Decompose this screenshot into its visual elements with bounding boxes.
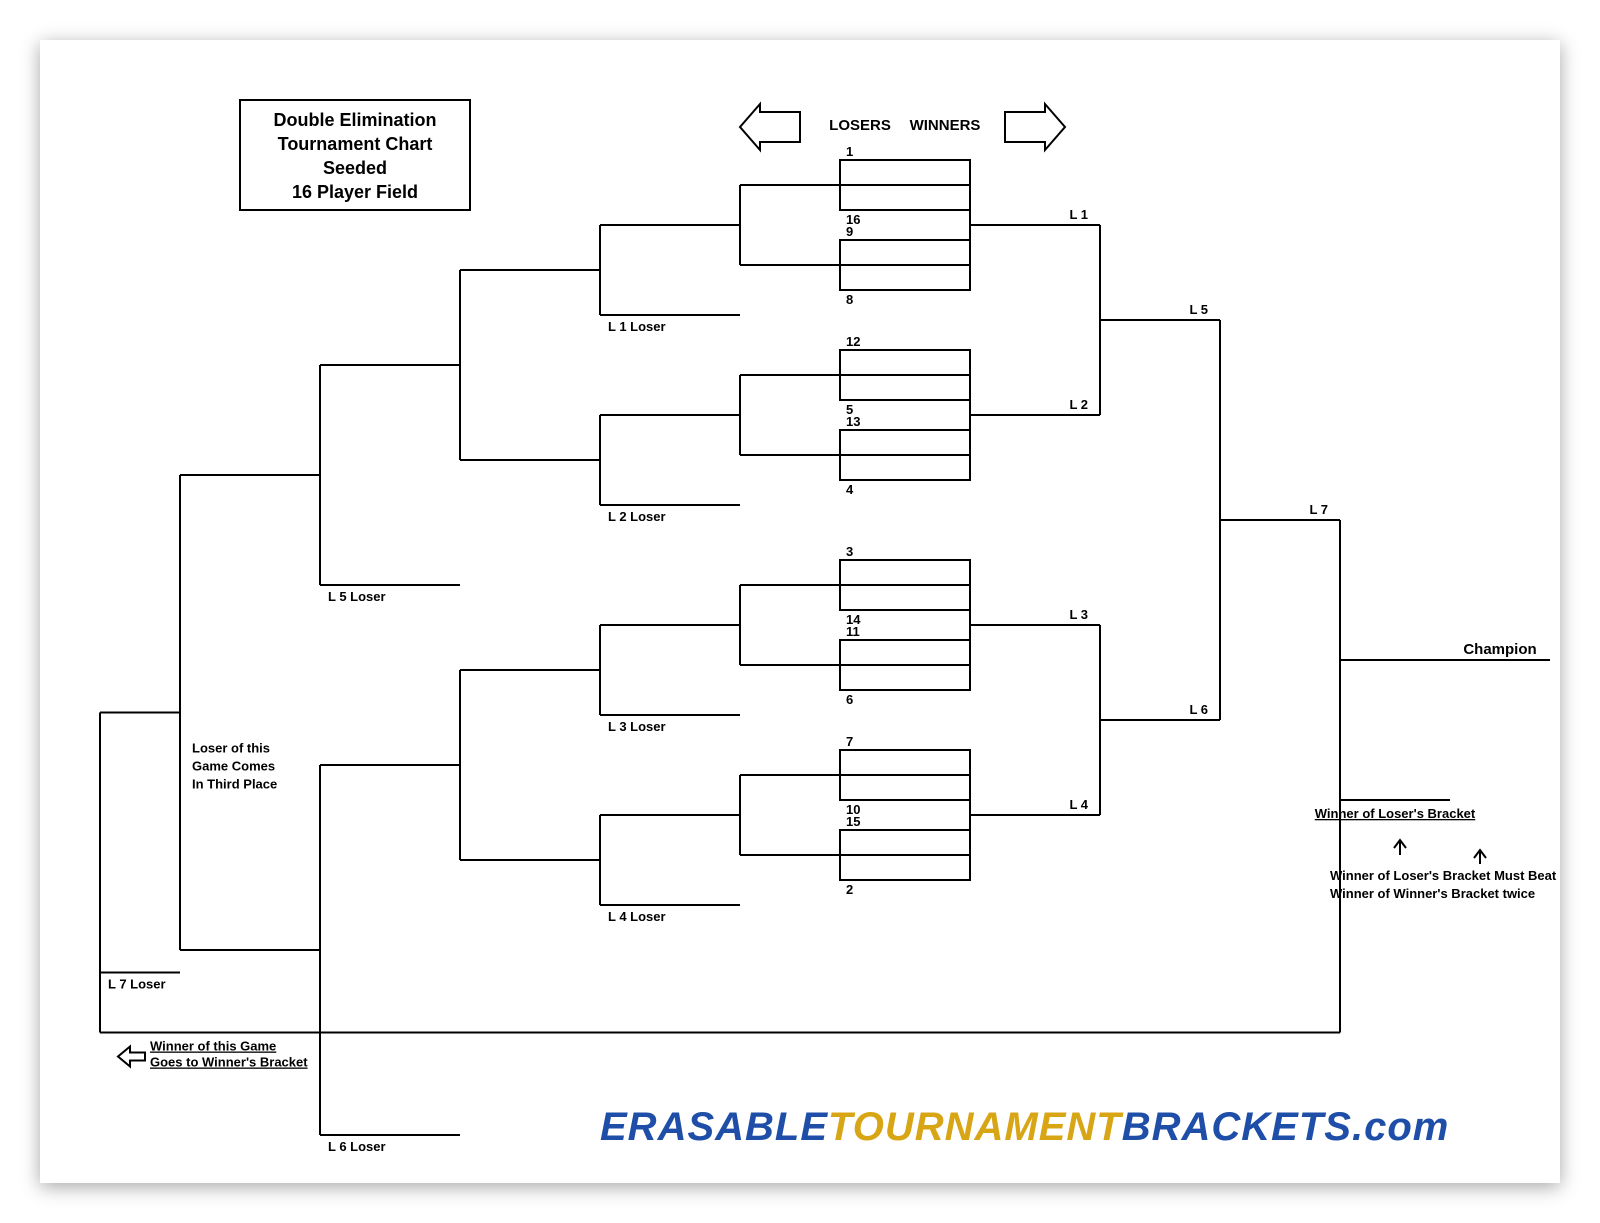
- loser-drop-label: L 7 Loser: [108, 977, 166, 992]
- third-place-note: Loser of this: [192, 741, 270, 756]
- third-place-note: In Third Place: [192, 777, 277, 792]
- goes-note: Winner of this Game: [150, 1039, 276, 1054]
- seed-label: 8: [846, 292, 853, 307]
- loser-drop-label: L 6 Loser: [328, 1139, 386, 1154]
- seed-label: 11: [846, 624, 860, 639]
- match-label: L 5: [1189, 302, 1208, 317]
- arrow-up-icon: [1474, 850, 1486, 864]
- goes-note: Goes to Winner's Bracket: [150, 1055, 308, 1070]
- arrow-up-icon: [1394, 840, 1406, 855]
- match-label: L 4: [1069, 797, 1088, 812]
- seed-label: 12: [846, 334, 860, 349]
- loser-drop-label: L 5 Loser: [328, 589, 386, 604]
- arrow-left-small-icon: [118, 1047, 145, 1067]
- match-label: L 7: [1309, 502, 1328, 517]
- right-arrow-icon: [1005, 104, 1065, 150]
- seed-label: 2: [846, 882, 853, 897]
- seed-label: 4: [846, 482, 854, 497]
- loser-drop-label: L 1 Loser: [608, 319, 666, 334]
- loser-drop-label: L 2 Loser: [608, 509, 666, 524]
- match-label: L 6: [1189, 702, 1208, 717]
- bracket-frame: Double Elimination Tournament Chart Seeded…: [40, 40, 1560, 1183]
- seed-label: 7: [846, 734, 853, 749]
- match-label: L 2: [1069, 397, 1088, 412]
- title-line: Tournament Chart: [278, 134, 433, 154]
- losers-label: LOSERS: [829, 117, 891, 134]
- seed-label: 6: [846, 692, 853, 707]
- seed-label: 9: [846, 224, 853, 239]
- third-place-note: Game Comes: [192, 759, 275, 774]
- left-arrow-icon: [740, 104, 800, 150]
- seed-label: 3: [846, 544, 853, 559]
- seed-label: 1: [846, 144, 853, 159]
- seed-label: 15: [846, 814, 860, 829]
- title-line: 16 Player Field: [292, 182, 418, 202]
- bracket-svg: Double Elimination Tournament Chart Seeded…: [40, 40, 1560, 1183]
- loser-drop-label: L 4 Loser: [608, 909, 666, 924]
- footer-brand: ERASABLETOURNAMENTBRACKETS.com: [600, 1105, 1449, 1149]
- match-label: L 3: [1069, 607, 1088, 622]
- note-line: Winner of Loser's Bracket Must Beat: [1330, 868, 1557, 883]
- wlb-label: Winner of Loser's Bracket: [1315, 806, 1476, 821]
- seed-label: 13: [846, 414, 860, 429]
- match-label: L 1: [1069, 207, 1088, 222]
- note-line: Winner of Winner's Bracket twice: [1330, 886, 1535, 901]
- champion-label: Champion: [1463, 641, 1536, 658]
- winners-label: WINNERS: [910, 117, 981, 134]
- loser-drop-label: L 3 Loser: [608, 719, 666, 734]
- title-line: Seeded: [323, 158, 387, 178]
- title-line: Double Elimination: [273, 110, 436, 130]
